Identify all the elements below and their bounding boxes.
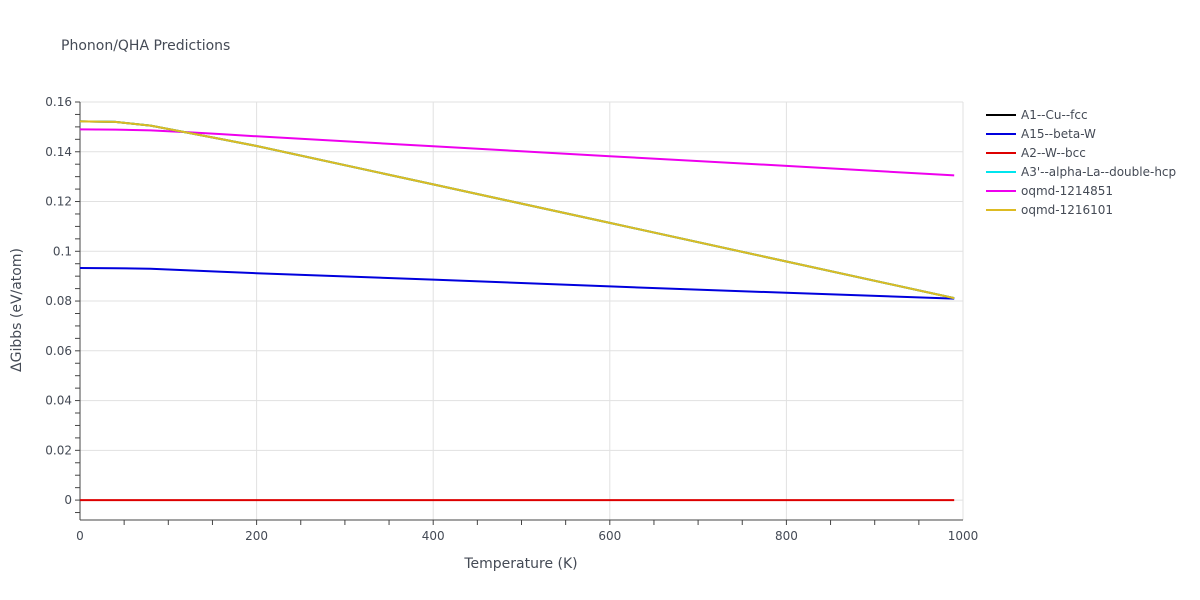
- legend-item[interactable]: A15--beta-W: [986, 127, 1096, 141]
- series-lines: [79, 120, 955, 502]
- legend-label: A15--beta-W: [1021, 127, 1096, 141]
- legend-item[interactable]: oqmd-1216101: [986, 203, 1113, 217]
- y-tick-labels: 0 0.02 0.04 0.06 0.08 0.1 0.12 0.14 0.16: [45, 95, 72, 507]
- legend-label: A1--Cu--fcc: [1021, 108, 1088, 122]
- series-line-A15--beta-W: [79, 267, 955, 300]
- y-tick-label: 0.14: [45, 145, 72, 159]
- grid: [79, 101, 964, 521]
- series-line-oqmd-1214851: [79, 128, 955, 177]
- y-tick-label: 0.1: [53, 244, 72, 258]
- legend-item[interactable]: A3'--alpha-La--double-hcp: [986, 165, 1176, 179]
- x-tick-label: 400: [422, 529, 445, 543]
- y-axis-title: ΔGibbs (eV/atom): [9, 248, 25, 372]
- series-line-oqmd-1216101: [79, 120, 955, 300]
- x-tick-label: 600: [598, 529, 621, 543]
- legend-label: oqmd-1216101: [1021, 203, 1113, 217]
- chart-title: Phonon/QHA Predictions: [61, 38, 230, 54]
- y-tick-label: 0.08: [45, 294, 72, 308]
- x-tick-label: 200: [245, 529, 268, 543]
- y-tick-label: 0.12: [45, 195, 72, 209]
- y-tick-label: 0.16: [45, 95, 72, 109]
- y-tick-label: 0.04: [45, 394, 72, 408]
- x-tick-label: 1000: [948, 529, 979, 543]
- legend-item[interactable]: A1--Cu--fcc: [986, 108, 1088, 122]
- x-tick-label: 0: [76, 529, 84, 543]
- legend-label: A2--W--bcc: [1021, 146, 1086, 160]
- legend-label: A3'--alpha-La--double-hcp: [1021, 165, 1176, 179]
- x-axis-title: Temperature (K): [463, 556, 577, 572]
- legend-label: oqmd-1214851: [1021, 184, 1113, 198]
- y-tick-label: 0: [64, 493, 72, 507]
- legend-item[interactable]: A2--W--bcc: [986, 146, 1086, 160]
- y-tick-label: 0.06: [45, 344, 72, 358]
- minor-ticks: [75, 101, 920, 525]
- x-tick-labels: 0 200 400 600 800 1000: [76, 529, 978, 543]
- legend: A1--Cu--fcc A15--beta-W A2--W--bcc A3'--alp…: [986, 108, 1176, 217]
- x-tick-label: 800: [775, 529, 798, 543]
- y-tick-label: 0.02: [45, 443, 72, 457]
- legend-item[interactable]: oqmd-1214851: [986, 184, 1113, 198]
